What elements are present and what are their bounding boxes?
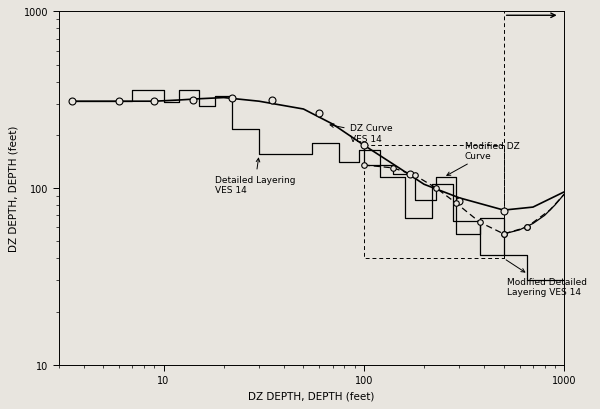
Text: Detailed Layering
VES 14: Detailed Layering VES 14: [215, 159, 295, 194]
Text: Modified Detailed
Layering VES 14: Modified Detailed Layering VES 14: [506, 260, 587, 297]
Y-axis label: DZ DEPTH, DEPTH (feet): DZ DEPTH, DEPTH (feet): [8, 126, 19, 252]
Text: Modified DZ
Curve: Modified DZ Curve: [447, 141, 520, 176]
X-axis label: DZ DEPTH, DEPTH (feet): DZ DEPTH, DEPTH (feet): [248, 391, 374, 401]
Text: DZ Curve
VES 14: DZ Curve VES 14: [330, 124, 392, 144]
